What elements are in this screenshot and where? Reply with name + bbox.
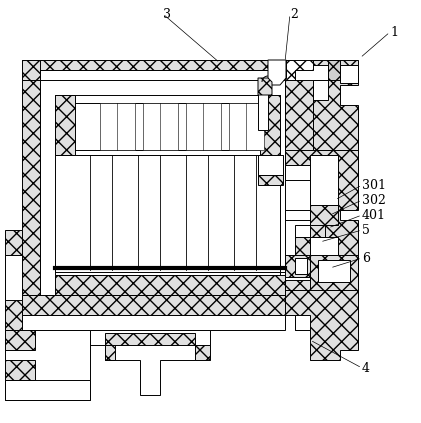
- Bar: [295, 315, 310, 330]
- Text: 4: 4: [362, 362, 370, 374]
- Bar: [5, 330, 90, 400]
- Bar: [258, 175, 283, 185]
- Polygon shape: [90, 330, 210, 395]
- Bar: [105, 345, 115, 360]
- Bar: [143, 103, 178, 150]
- Bar: [295, 258, 307, 274]
- Bar: [100, 103, 135, 150]
- Bar: [313, 80, 328, 100]
- Bar: [5, 380, 90, 400]
- Bar: [55, 95, 75, 155]
- Polygon shape: [40, 60, 285, 70]
- Text: 302: 302: [362, 193, 386, 206]
- Bar: [186, 103, 221, 150]
- Text: 301: 301: [362, 179, 386, 192]
- Bar: [55, 155, 280, 275]
- Polygon shape: [5, 230, 35, 330]
- Bar: [55, 275, 285, 295]
- Text: 3: 3: [163, 8, 171, 20]
- Bar: [5, 360, 35, 380]
- Bar: [318, 260, 350, 282]
- Bar: [229, 103, 264, 150]
- Polygon shape: [285, 290, 358, 360]
- Text: 401: 401: [362, 209, 386, 222]
- Polygon shape: [285, 150, 358, 290]
- Bar: [310, 225, 325, 237]
- Polygon shape: [22, 60, 40, 80]
- Bar: [22, 315, 285, 330]
- Bar: [310, 255, 358, 290]
- Bar: [5, 55, 395, 420]
- Bar: [295, 225, 310, 240]
- Bar: [285, 255, 310, 277]
- Text: 5: 5: [362, 223, 370, 236]
- Bar: [340, 65, 358, 83]
- Bar: [55, 95, 280, 155]
- Bar: [5, 255, 22, 300]
- Polygon shape: [285, 80, 313, 175]
- Bar: [105, 333, 195, 345]
- Polygon shape: [268, 60, 286, 85]
- Bar: [260, 95, 280, 155]
- Polygon shape: [258, 78, 268, 130]
- Bar: [310, 155, 338, 205]
- Bar: [5, 330, 35, 350]
- Polygon shape: [22, 60, 313, 80]
- Text: 2: 2: [290, 8, 298, 20]
- Polygon shape: [258, 78, 272, 95]
- Text: 6: 6: [362, 252, 370, 264]
- Bar: [285, 165, 310, 180]
- Polygon shape: [22, 295, 285, 315]
- Bar: [310, 205, 338, 225]
- Polygon shape: [22, 80, 40, 295]
- Bar: [40, 80, 285, 295]
- Bar: [268, 60, 286, 78]
- Polygon shape: [313, 60, 358, 150]
- Text: 1: 1: [390, 25, 398, 38]
- Bar: [310, 237, 338, 255]
- Bar: [285, 210, 310, 220]
- Bar: [328, 60, 340, 80]
- Bar: [258, 155, 283, 175]
- Bar: [195, 345, 210, 360]
- Bar: [295, 237, 310, 255]
